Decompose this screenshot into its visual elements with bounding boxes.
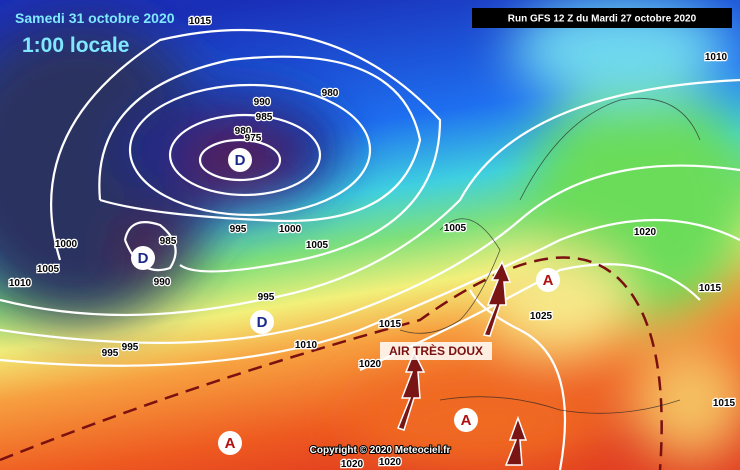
center-disc <box>218 431 242 455</box>
isobar-label: 995 <box>102 348 119 359</box>
isobar-label: 985 <box>160 236 177 247</box>
isobar-label: 995 <box>230 224 247 235</box>
isobar-label: 1005 <box>37 264 60 275</box>
low-pressure: D <box>138 250 149 267</box>
isobar-label: 1000 <box>279 224 302 235</box>
isobar-label: 1015 <box>379 319 402 330</box>
isobars <box>0 29 740 470</box>
low-pressure: D <box>257 314 268 331</box>
coastlines <box>399 97 701 414</box>
isobar-label: 985 <box>256 112 273 123</box>
isobar-label: 1010 <box>9 278 32 289</box>
isobar-label: 1020 <box>359 359 382 370</box>
isobar-label: 1020 <box>379 457 402 468</box>
center-disc <box>454 408 478 432</box>
isobar-label: 980 <box>322 88 339 99</box>
isobar-label: 980 <box>235 126 252 137</box>
wind-arrows <box>397 260 528 466</box>
isobar-label: 995 <box>122 342 139 353</box>
isobar-label: 1020 <box>341 459 364 470</box>
isobar-label: 1020 <box>634 227 657 238</box>
high-pressure: A <box>461 412 472 429</box>
isobar-label: 1015 <box>189 16 212 27</box>
isobar-label: 1010 <box>705 52 728 63</box>
annotation: AIR TRÈS DOUX <box>389 343 483 358</box>
isobar-label: 995 <box>258 292 275 303</box>
isobar-label: 1005 <box>444 223 467 234</box>
time: 1:00 locale <box>22 34 129 57</box>
isobar-label: 975 <box>245 133 262 144</box>
center-disc <box>131 246 155 270</box>
center-disc <box>228 148 252 172</box>
run-box <box>472 8 732 28</box>
run-info: Run GFS 12 Z du Mardi 27 octobre 2020 <box>508 14 697 25</box>
date: Samedi 31 octobre 2020 <box>15 10 175 26</box>
isobar-label: 1015 <box>713 398 736 409</box>
isobar-label: 1010 <box>295 340 318 351</box>
isobar-label: 990 <box>154 277 171 288</box>
high-pressure: A <box>225 435 236 452</box>
center-disc <box>536 268 560 292</box>
warm-air-boundary <box>0 256 663 470</box>
isobar-label: 1005 <box>306 240 329 251</box>
annotation-box <box>380 342 492 360</box>
isobar-label: 1000 <box>55 239 78 250</box>
isobar-label: 1025 <box>530 311 553 322</box>
high-pressure: A <box>543 272 554 289</box>
pressure-centers: D D D A A A <box>131 148 560 455</box>
isobar-label: 1015 <box>699 283 722 294</box>
isobar-label: 990 <box>254 97 271 108</box>
copyright: Copyright © 2020 Meteociel.fr <box>310 445 451 456</box>
center-disc <box>250 310 274 334</box>
low-pressure: D <box>235 152 246 169</box>
